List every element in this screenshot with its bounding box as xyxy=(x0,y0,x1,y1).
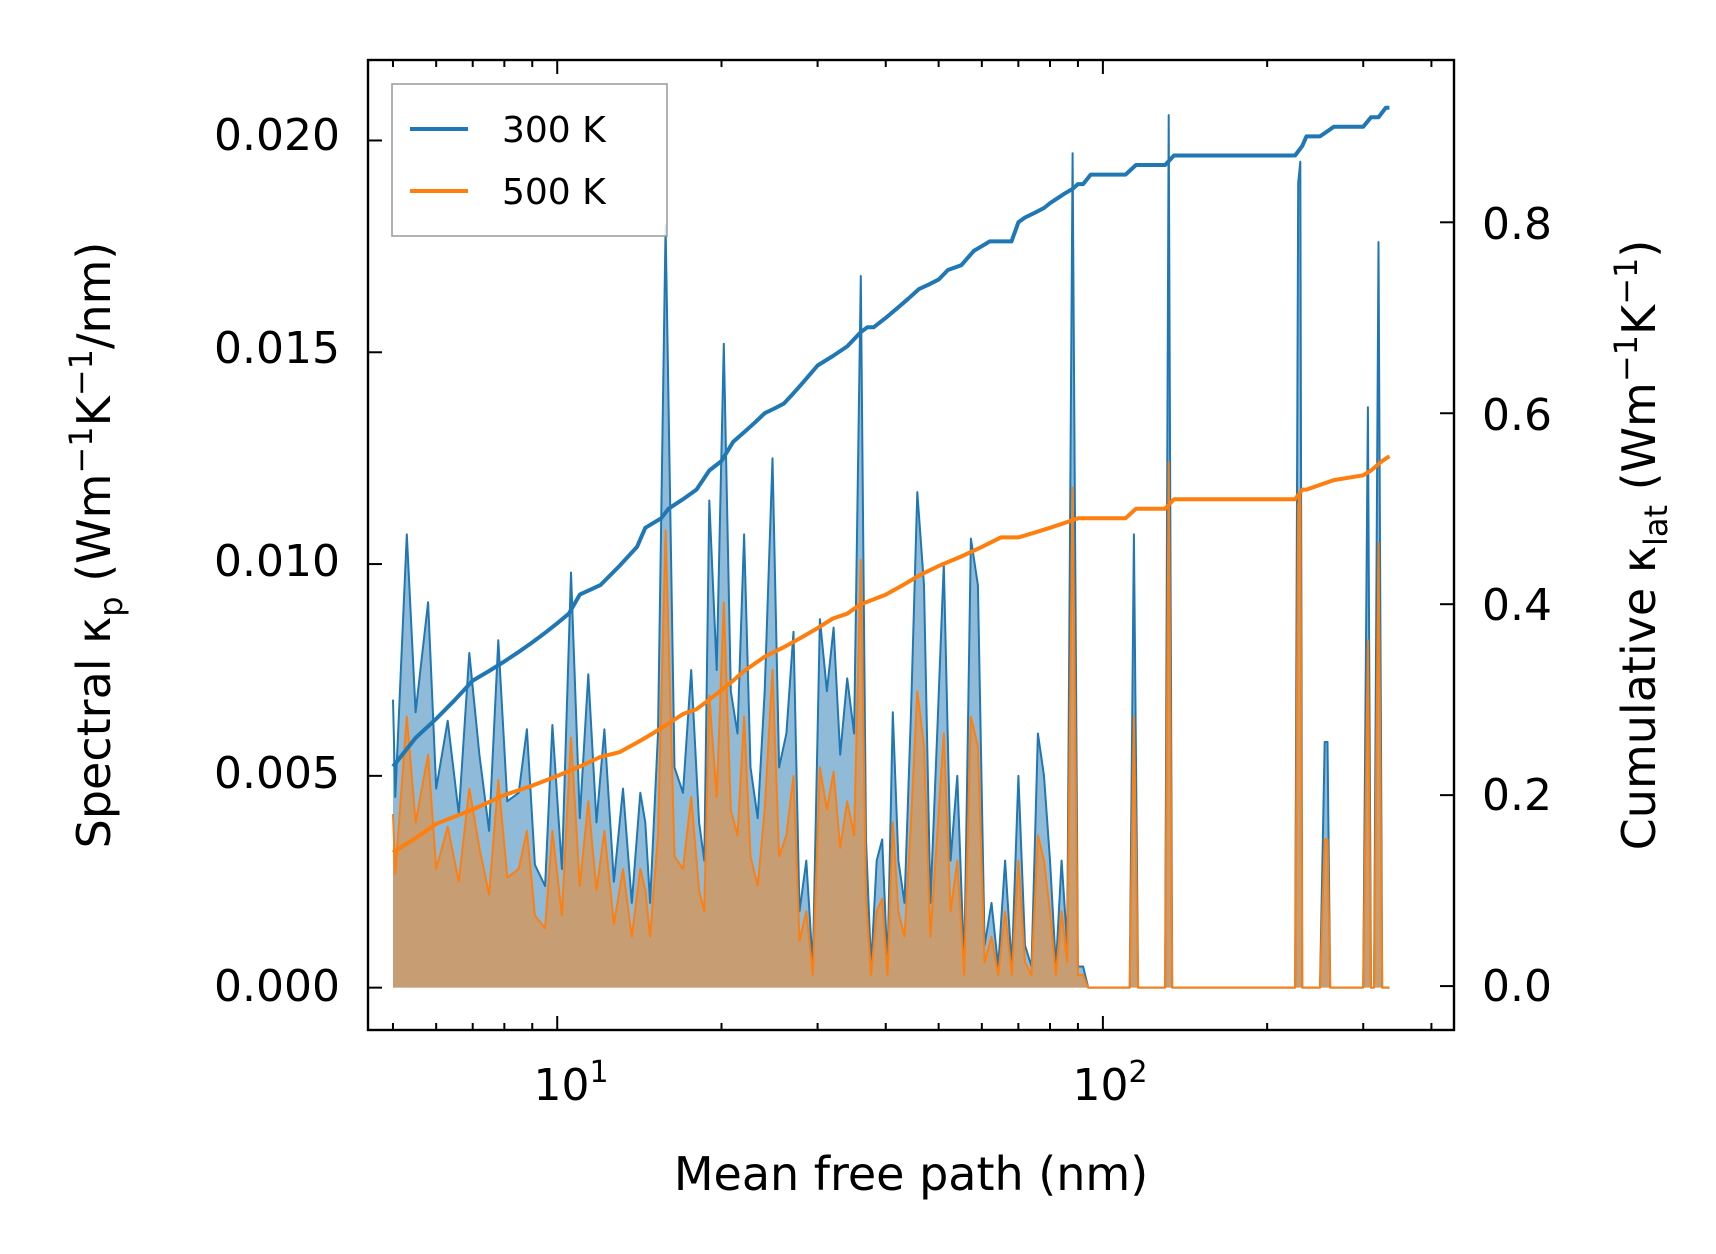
left-axis-label-part: (Wm xyxy=(67,474,121,597)
left-tick-labels: 0.000 0.005 0.010 0.015 0.020 xyxy=(214,110,340,1012)
right-tick-label: 0.8 xyxy=(1482,199,1552,250)
x-tick-base: 10 xyxy=(1072,1060,1128,1111)
right-axis-label-sup: −1 xyxy=(1607,258,1645,305)
ticks-layer xyxy=(368,60,1454,1030)
x-tick-base: 10 xyxy=(533,1060,589,1111)
right-axis-label: Cumulative κlat (Wm−1K−1) xyxy=(1607,240,1675,851)
legend-label-300k: 300 K xyxy=(502,110,607,151)
x-tick-label: 102 xyxy=(1072,1055,1147,1111)
right-tick-label: 0.6 xyxy=(1482,390,1552,441)
x-tick-labels: 101 102 xyxy=(533,1055,1147,1111)
left-axis-label-sup: −1 xyxy=(62,426,100,473)
left-axis-label-sub: p xyxy=(92,596,130,616)
left-axis-label-part: K xyxy=(67,394,121,426)
right-axis-label-sub: lat xyxy=(1637,505,1675,546)
left-axis-label: Spectral κp (Wm−1K−1/nm) xyxy=(62,242,130,849)
cumulative-line-500k xyxy=(391,454,1391,855)
left-tick-label: 0.010 xyxy=(214,536,340,587)
right-axis-label-part: ) xyxy=(1612,240,1666,258)
x-tick-label: 101 xyxy=(533,1055,608,1111)
right-axis-label-part: K xyxy=(1612,303,1666,335)
right-tick-labels: 0.0 0.2 0.4 0.6 0.8 xyxy=(1482,199,1552,1012)
plot-frame xyxy=(366,58,1456,1032)
left-tick-label: 0.020 xyxy=(214,110,340,161)
right-tick-label: 0.4 xyxy=(1482,580,1552,631)
right-tick-label: 0.0 xyxy=(1482,961,1552,1012)
cumulative-line-300k xyxy=(391,105,1390,768)
x-tick-exponent: 2 xyxy=(1128,1055,1147,1090)
right-tick-label: 0.2 xyxy=(1482,770,1552,821)
left-tick-label: 0.000 xyxy=(214,961,340,1012)
legend-box xyxy=(391,83,668,237)
left-tick-label: 0.005 xyxy=(214,748,340,799)
legend: 300 K 500 K xyxy=(391,83,668,237)
left-axis-label-part: Spectral κ xyxy=(67,617,121,849)
left-axis-label-part: /nm) xyxy=(67,242,121,349)
series-layer xyxy=(391,105,1391,989)
legend-label-500k: 500 K xyxy=(502,172,607,213)
x-axis-label: Mean free path (nm) xyxy=(674,1147,1148,1201)
x-tick-exponent: 1 xyxy=(589,1055,608,1090)
left-tick-label: 0.015 xyxy=(214,323,340,374)
right-axis-label-part: Cumulative κ xyxy=(1612,546,1666,850)
right-axis-label-sup: −1 xyxy=(1607,335,1645,382)
left-axis-label-sup: −1 xyxy=(62,349,100,396)
right-axis-label-part: (Wm xyxy=(1612,382,1666,505)
spectral-line-500k xyxy=(392,461,1390,989)
